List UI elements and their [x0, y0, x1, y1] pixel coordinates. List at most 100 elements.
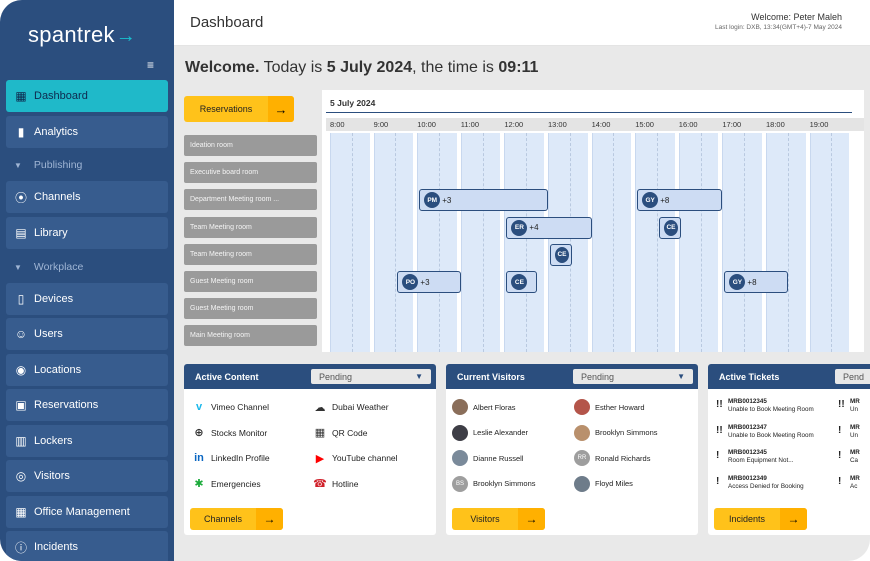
ticket-item[interactable]: ! MR Ac [838, 475, 860, 491]
content-item-label: Hotline [332, 478, 359, 489]
sidebar-item-label: Users [34, 328, 63, 340]
content-item[interactable]: ▦ QR Code [312, 425, 368, 441]
avatar [452, 450, 468, 466]
sidebar-item-users[interactable]: ☺ Users [6, 318, 168, 350]
content-item[interactable]: ✱ Emergencies [191, 476, 260, 492]
visitors-filter[interactable]: Pending ▼ [573, 369, 693, 384]
hour-column [766, 133, 806, 352]
ticket-text: MRB0012349 Access Denied for Booking [728, 475, 804, 491]
content-item-label: YouTube channel [332, 453, 398, 463]
ticket-item[interactable]: !! MR Un [838, 398, 860, 414]
sidebar-item-channels[interactable]: ⦿ Channels [6, 181, 168, 213]
ticket-item[interactable]: !! MRB0012347 Unable to Book Meeting Room [716, 424, 814, 440]
ticket-item[interactable]: ! MRB0012349 Access Denied for Booking [716, 475, 804, 491]
logo[interactable]: spantrek→ [28, 22, 137, 47]
booking-block[interactable]: PM +3 [419, 189, 548, 212]
sidebar-item-label: Office Management [34, 506, 130, 518]
sidebar-item-locations[interactable]: ◉ Locations [6, 354, 168, 386]
visitor-name: Brooklyn Simmons [595, 428, 658, 437]
visitor-item[interactable]: Leslie Alexander [452, 424, 528, 441]
priority-icon: ! [716, 450, 720, 461]
last-login: Last login: DXB, 13:34(GMT+4)-7 May 2024 [715, 24, 842, 31]
reservations-button[interactable]: Reservations → [184, 96, 294, 122]
visitor-item[interactable]: Brooklyn Simmons [574, 424, 658, 441]
incidents-button[interactable]: Incidents → [714, 508, 807, 530]
hour-column [809, 133, 850, 352]
visitors-button[interactable]: Visitors → [452, 508, 545, 530]
content-item[interactable]: ☁ Dubai Weather [312, 399, 389, 415]
booking-block[interactable]: PO +3 [397, 271, 461, 293]
room-row[interactable]: Guest Meeting room [184, 271, 317, 292]
sidebar-item-reservations[interactable]: ▣ Reservations [6, 389, 168, 421]
hour-column [504, 133, 544, 352]
hour-label: 19:00 [809, 120, 829, 129]
booking-block[interactable]: ER +4 [506, 216, 592, 239]
room-row[interactable]: Team Meeting room [184, 216, 317, 238]
active-content-filter[interactable]: Pending ▼ [311, 369, 431, 384]
phone-icon: ☎ [313, 478, 327, 490]
ticket-desc: Access Denied for Booking [728, 482, 804, 490]
ticket-item[interactable]: ! MRB0012345 Room Equipment Not... [716, 449, 793, 465]
ticket-item[interactable]: ! MR Ca [838, 449, 860, 465]
weather-icon: ☁ [314, 401, 326, 414]
channels-button[interactable]: Channels → [190, 508, 283, 530]
sidebar-item-devices[interactable]: ▯ Devices [6, 283, 168, 315]
room-row[interactable]: Team Meeting room [184, 243, 317, 265]
ticket-id: MRB0012345 [728, 449, 767, 456]
visitor-item[interactable]: Albert Floras [452, 399, 516, 415]
sidebar-item-label: Incidents [34, 541, 79, 553]
sidebar-item-incidents[interactable]: ⓘ Incidents [6, 531, 168, 561]
sidebar-item-label: Visitors [34, 470, 70, 482]
booking-block[interactable]: CE [659, 216, 681, 239]
content-item[interactable]: ⊕ Stocks Monitor [191, 425, 267, 441]
reservation-calendar: 5 July 2024 8:00 9:00 10:00 11:00 12:00 13:00… [322, 90, 864, 352]
booking-block[interactable]: GY +8 [637, 189, 723, 212]
avatar: RR [574, 450, 590, 466]
visitor-name: Albert Floras [473, 402, 516, 412]
room-row[interactable]: Department Meeting room ... [184, 189, 317, 211]
card-title: Active Tickets [719, 371, 780, 382]
hour-column [330, 133, 370, 352]
booking-block[interactable]: CE [550, 243, 572, 266]
visitor-item[interactable]: Floyd Miles [574, 475, 633, 492]
hour-column [722, 133, 762, 352]
page-title: Dashboard [190, 14, 264, 31]
room-row[interactable]: Ideation room [184, 135, 317, 156]
ticket-item[interactable]: ! MR Un [838, 424, 860, 440]
content-item[interactable]: in LinkedIn Profile [191, 450, 269, 466]
chevron-down-icon: ▼ [677, 372, 685, 381]
sidebar-item-library[interactable]: ▤ Library [6, 217, 168, 249]
ticket-item[interactable]: !! MRB0012345 Unable to Book Meeting Room [716, 398, 814, 414]
booking-block[interactable]: GY +8 [724, 271, 788, 293]
ticket-id: MRB0012347 [728, 423, 767, 431]
room-row[interactable]: Executive board room [184, 162, 317, 184]
booking-block[interactable]: CE [506, 271, 538, 293]
visitor-item[interactable]: Esther Howard [574, 399, 645, 415]
content-item[interactable]: v Vimeo Channel [191, 399, 269, 415]
content-item[interactable]: ☎ Hotline [312, 476, 358, 492]
room-row[interactable]: Guest Meeting room [184, 298, 317, 320]
priority-icon: !! [716, 399, 723, 410]
section-workplace[interactable]: ▼ Workplace [14, 261, 83, 273]
sidebar-item-office-management[interactable]: ▦ Office Management [6, 496, 168, 528]
sidebar-item-lockers[interactable]: ▥ Lockers [6, 425, 168, 457]
visitor-item[interactable]: RR Ronald Richards [574, 450, 650, 466]
visitor-item[interactable]: BS Brooklyn Simmons [452, 475, 536, 492]
ticket-text: MR Un [850, 424, 860, 440]
analytics-icon: ▮ [17, 125, 25, 139]
sidebar-item-analytics[interactable]: ▮ Analytics [6, 116, 168, 148]
room-row[interactable]: Main Meeting room [184, 325, 317, 347]
collapse-sidebar-icon[interactable]: ≡ [147, 58, 155, 72]
sidebar-item-visitors[interactable]: ◎ Visitors [6, 460, 168, 492]
card-title: Current Visitors [457, 371, 525, 382]
section-publishing[interactable]: ▼ Publishing [14, 159, 82, 171]
attendee-count: +4 [529, 223, 539, 233]
devices-icon: ▯ [17, 292, 25, 306]
tickets-filter[interactable]: Pend [835, 369, 870, 384]
arrow-right-icon: → [268, 96, 294, 122]
visitor-item[interactable]: Dianne Russell [452, 450, 523, 466]
locker-icon: ▥ [15, 434, 27, 448]
caret-down-icon: ▼ [14, 262, 22, 272]
content-item[interactable]: ▶ YouTube channel [312, 450, 398, 466]
sidebar-item-dashboard[interactable]: ▦ Dashboard [6, 80, 168, 112]
